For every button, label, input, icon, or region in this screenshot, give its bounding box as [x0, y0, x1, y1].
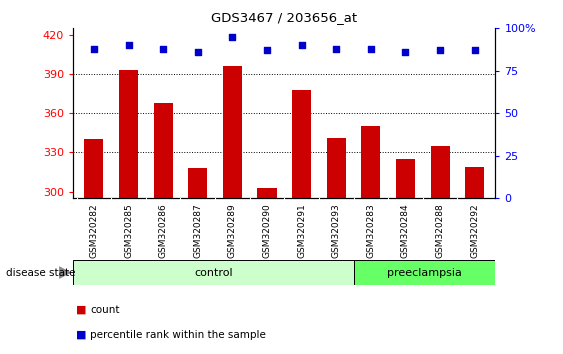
Polygon shape [59, 266, 72, 279]
Text: GSM320291: GSM320291 [297, 203, 306, 258]
Text: GSM320286: GSM320286 [159, 203, 168, 258]
Point [436, 47, 445, 53]
Point [367, 46, 376, 52]
Text: GSM320283: GSM320283 [367, 203, 376, 258]
Point [470, 47, 479, 53]
Text: ■: ■ [76, 330, 87, 339]
Bar [154, 103, 173, 198]
Bar [188, 168, 207, 198]
Text: GSM320285: GSM320285 [124, 203, 133, 258]
Point [90, 46, 99, 52]
Bar [396, 159, 415, 198]
Point [262, 47, 271, 53]
Text: GSM320290: GSM320290 [262, 203, 271, 258]
Bar [119, 70, 138, 198]
Bar [84, 139, 104, 198]
Point [228, 34, 237, 40]
Text: GDS3467 / 203656_at: GDS3467 / 203656_at [211, 11, 358, 24]
Bar [431, 146, 450, 198]
Bar [327, 138, 346, 198]
Bar [292, 90, 311, 198]
Point [193, 49, 202, 55]
Bar [257, 188, 276, 198]
Text: percentile rank within the sample: percentile rank within the sample [90, 330, 266, 339]
Point [159, 46, 168, 52]
Text: GSM320293: GSM320293 [332, 203, 341, 258]
Text: ■: ■ [76, 305, 87, 315]
Text: GSM320284: GSM320284 [401, 203, 410, 258]
Text: GSM320288: GSM320288 [436, 203, 445, 258]
Text: control: control [194, 268, 233, 278]
Bar [73, 260, 354, 285]
Text: preeclampsia: preeclampsia [387, 268, 462, 278]
Bar [354, 260, 495, 285]
Bar [465, 167, 484, 198]
Bar [361, 126, 381, 198]
Text: count: count [90, 305, 119, 315]
Text: GSM320287: GSM320287 [193, 203, 202, 258]
Text: disease state: disease state [6, 268, 75, 278]
Text: GSM320282: GSM320282 [90, 203, 99, 258]
Bar [223, 66, 242, 198]
Point [332, 46, 341, 52]
Text: GSM320292: GSM320292 [470, 203, 479, 258]
Point [124, 42, 133, 48]
Point [297, 42, 306, 48]
Point [401, 49, 410, 55]
Text: GSM320289: GSM320289 [228, 203, 237, 258]
